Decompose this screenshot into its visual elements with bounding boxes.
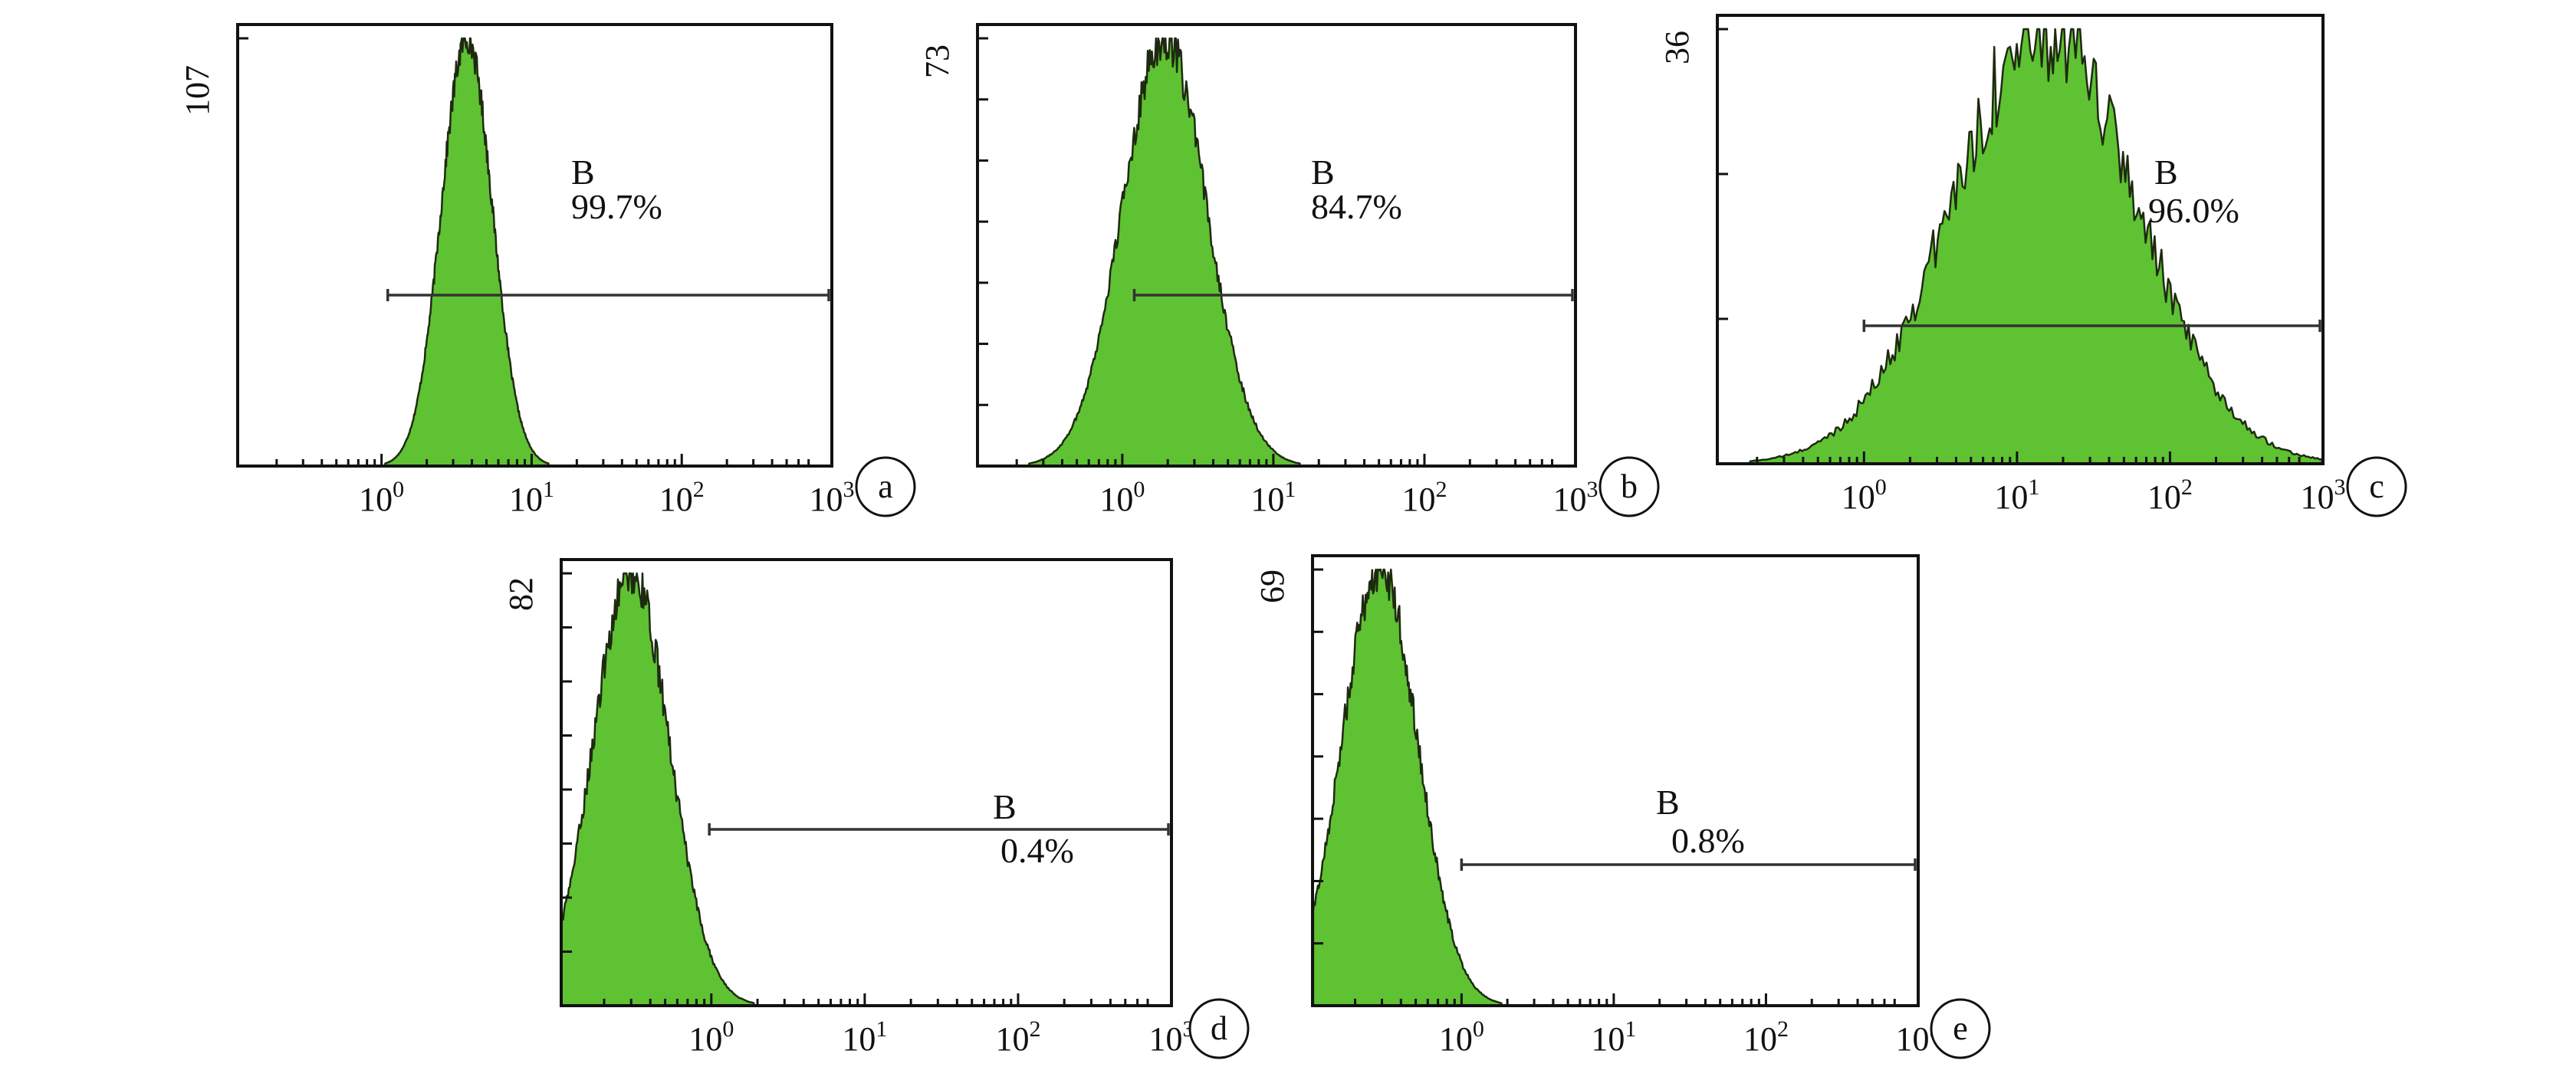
x-tick-label: 100 — [359, 477, 404, 518]
panel-label: a — [878, 468, 893, 505]
x-tick-base: 10 — [1591, 1020, 1625, 1058]
x-tick-exponent: 1 — [876, 1016, 887, 1042]
x-tick-label: 101 — [1250, 477, 1296, 518]
x-tick-label: 103 — [1149, 1016, 1194, 1058]
x-tick-label: 102 — [1743, 1016, 1789, 1058]
x-tick-base: 10 — [1099, 481, 1133, 518]
x-tick-exponent: 0 — [1473, 1016, 1484, 1042]
x-tick-exponent: 0 — [393, 477, 404, 502]
x-tick-base: 10 — [688, 1020, 722, 1058]
histogram-area — [560, 572, 755, 1007]
x-tick-base: 10 — [810, 481, 843, 518]
x-tick-label: 103 — [1553, 477, 1598, 518]
x-tick-label: 100 — [688, 1016, 734, 1058]
x-tick-base: 10 — [1743, 1020, 1777, 1058]
y-max-label: 73 — [918, 44, 956, 78]
x-tick-label: 102 — [2147, 474, 2193, 516]
x-tick-exponent: 2 — [1777, 1016, 1789, 1042]
x-tick-base: 10 — [1553, 481, 1587, 518]
x-tick-exponent: 3 — [2334, 474, 2346, 500]
plot-frame — [560, 558, 1173, 1007]
panel-label: b — [1621, 468, 1638, 505]
x-tick-label: 101 — [509, 477, 554, 518]
gate-name: B — [571, 153, 595, 192]
y-max-label: 36 — [1658, 31, 1696, 64]
x-tick-base: 10 — [995, 1020, 1029, 1058]
panel-label: e — [1953, 1010, 1968, 1047]
x-tick-base: 10 — [1149, 1020, 1183, 1058]
x-tick-base: 10 — [842, 1020, 876, 1058]
x-tick-exponent: 0 — [1875, 474, 1887, 500]
plot-frame — [1311, 554, 1920, 1007]
x-tick-label: 100 — [1099, 477, 1145, 518]
x-tick-label: 102 — [1401, 477, 1447, 518]
x-tick-base: 10 — [1842, 478, 1875, 516]
histogram-area — [1028, 37, 1301, 468]
x-tick-exponent: 2 — [1435, 477, 1447, 502]
x-tick-base: 10 — [1896, 1020, 1930, 1058]
x-tick-exponent: 1 — [2028, 474, 2039, 500]
gate-name: B — [1311, 153, 1335, 192]
plot-frame — [236, 23, 833, 468]
gate-name: B — [1656, 783, 1680, 822]
x-tick-exponent: 2 — [693, 477, 705, 502]
panel-badge-circle — [1598, 456, 1660, 517]
x-tick-exponent: 3 — [1587, 477, 1598, 502]
x-tick-label: 100 — [1842, 474, 1887, 516]
plot-frame — [976, 23, 1577, 468]
x-tick-base: 10 — [359, 481, 393, 518]
x-tick-label: 101 — [1591, 1016, 1636, 1058]
x-tick-label: 103 — [810, 477, 855, 518]
histogram-area — [1312, 568, 1503, 1007]
x-tick-exponent: 0 — [722, 1016, 734, 1042]
x-tick-label: 100 — [1439, 1016, 1484, 1058]
histogram-area — [1749, 28, 2323, 465]
x-tick-base: 10 — [659, 481, 693, 518]
histogram-area — [384, 37, 550, 468]
gate-percent: 96.0% — [2148, 191, 2239, 230]
y-max-label: 69 — [1254, 570, 1291, 603]
x-tick-label: 101 — [842, 1016, 887, 1058]
x-tick-base: 10 — [2301, 478, 2334, 516]
x-tick-exponent: 2 — [1029, 1016, 1040, 1042]
panel-badge-circle — [1930, 998, 1991, 1059]
panel-label: c — [2369, 468, 2384, 505]
panel-badge-circle — [2346, 456, 2407, 517]
x-tick-exponent: 1 — [1284, 477, 1296, 502]
x-tick-base: 10 — [1439, 1020, 1473, 1058]
gate-name: B — [2154, 153, 2178, 192]
histogram-panel-e: 10010110210369B0.8%e — [1254, 554, 1991, 1059]
x-tick-base: 10 — [1401, 481, 1435, 518]
x-tick-exponent: 3 — [843, 477, 855, 502]
panel-label: d — [1211, 1010, 1227, 1047]
x-tick-label: 102 — [995, 1016, 1040, 1058]
gate-percent: 99.7% — [571, 187, 662, 226]
gate-percent: 0.8% — [1671, 821, 1745, 860]
y-max-label: 82 — [502, 577, 540, 611]
gate-percent: 84.7% — [1311, 187, 1402, 226]
x-tick-label: 103 — [2301, 474, 2346, 516]
panel-badge-circle — [1188, 998, 1250, 1059]
y-max-label: 107 — [179, 65, 216, 116]
x-tick-base: 10 — [2147, 478, 2181, 516]
x-tick-exponent: 0 — [1133, 477, 1145, 502]
x-tick-exponent: 2 — [2181, 474, 2193, 500]
panel-badge-circle — [855, 456, 916, 517]
x-tick-base: 10 — [1250, 481, 1284, 518]
gate-name: B — [993, 787, 1017, 826]
x-tick-label: 101 — [1994, 474, 2039, 516]
x-tick-base: 10 — [509, 481, 543, 518]
gate-percent: 0.4% — [1001, 831, 1074, 870]
x-tick-label: 102 — [659, 477, 705, 518]
plot-frame — [1716, 14, 2325, 465]
x-tick-exponent: 1 — [543, 477, 554, 502]
x-tick-exponent: 1 — [1625, 1016, 1636, 1042]
x-tick-base: 10 — [1994, 478, 2028, 516]
